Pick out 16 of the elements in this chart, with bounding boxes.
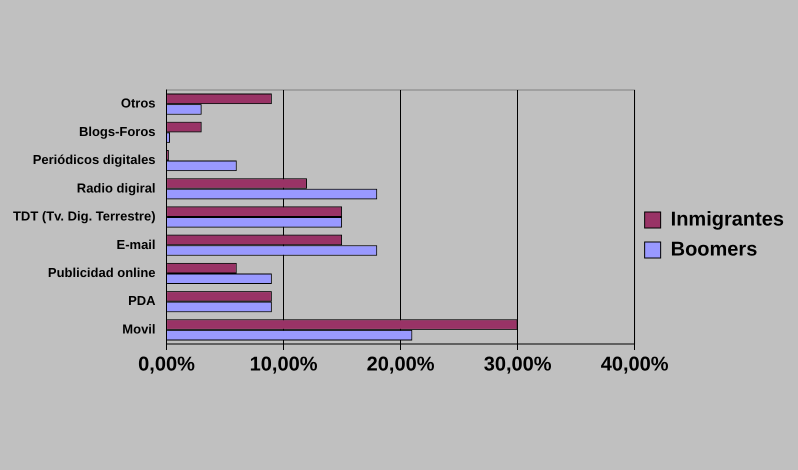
- x-tick-label: 20,00%: [366, 354, 435, 376]
- y-tick-label: Publicidad online: [48, 265, 156, 280]
- y-tick-label: Periódicos digitales: [32, 152, 156, 168]
- y-tick-label: E-mail: [116, 236, 156, 252]
- y-tick-label: Movil: [122, 321, 156, 336]
- legend-label: Boomers: [670, 238, 758, 261]
- legend-label: Inmigrantes: [670, 208, 784, 231]
- x-tick-label: 30,00%: [484, 354, 552, 376]
- y-tick-label: Radio digiral: [76, 180, 156, 196]
- y-tick-label: PDA: [128, 293, 156, 308]
- x-tick-label: 10,00%: [250, 354, 318, 376]
- y-tick-label: Otros: [120, 96, 156, 111]
- x-tick-label: 0,00%: [138, 354, 196, 376]
- y-tick-label: TDT (Tv. Dig. Terrestre): [12, 208, 156, 224]
- x-tick-label: 40,00%: [600, 354, 669, 376]
- y-tick-label: Blogs-Foros: [78, 124, 156, 139]
